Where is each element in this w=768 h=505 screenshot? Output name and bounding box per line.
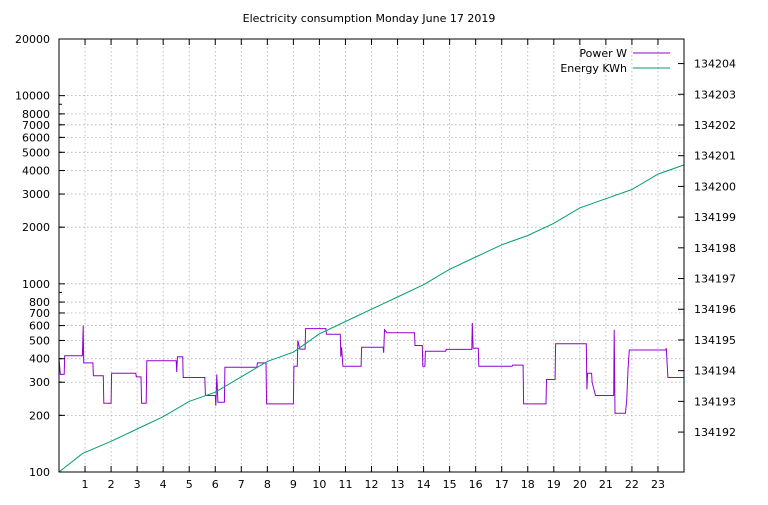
x-tick-label: 9 <box>290 478 297 491</box>
x-tick-label: 3 <box>134 478 141 491</box>
y-tick-label: 500 <box>29 334 50 347</box>
y-tick-label: 20000 <box>15 33 50 46</box>
y2-tick-label: 134192 <box>694 426 736 439</box>
y-tick-label: 2000 <box>22 221 50 234</box>
y2-tick-label: 134197 <box>694 273 736 286</box>
x-tick-label: 12 <box>365 478 379 491</box>
x-tick-label: 11 <box>338 478 352 491</box>
x-tick-label: 16 <box>469 478 483 491</box>
y-tick-label: 3000 <box>22 188 50 201</box>
x-tick-label: 4 <box>160 478 167 491</box>
x-tick-label: 6 <box>212 478 219 491</box>
y2-tick-label: 134198 <box>694 242 736 255</box>
y2-tick-label: 134194 <box>694 365 736 378</box>
y2-tick-label: 134202 <box>694 119 736 132</box>
series-line-energy <box>58 164 685 473</box>
y-tick-label: 1000 <box>22 278 50 291</box>
y-tick-label: 7000 <box>22 119 50 132</box>
x-tick-label: 8 <box>264 478 271 491</box>
x-tick-label: 2 <box>108 478 115 491</box>
axes-layer: 1 2 3 4 5 6 7 8 9 10 11 12 13 14 15 16 17 18 19 20 21 22 23100… <box>15 33 736 491</box>
y-tick-label: 5000 <box>22 146 50 159</box>
chart-title: Electricity consumption Monday June 17 2… <box>243 12 496 25</box>
y-tick-label: 300 <box>29 376 50 389</box>
y-tick-label: 4000 <box>22 165 50 178</box>
y2-tick-label: 134200 <box>694 180 736 193</box>
x-tick-label: 19 <box>547 478 561 491</box>
x-tick-label: 17 <box>495 478 509 491</box>
legend-label: Energy KWh <box>560 62 627 75</box>
y2-tick-label: 134193 <box>694 395 736 408</box>
series-layer <box>58 164 685 473</box>
y-tick-label: 8000 <box>22 108 50 121</box>
y-tick-label: 6000 <box>22 131 50 144</box>
y2-tick-label: 134201 <box>694 150 736 163</box>
y2-tick-label: 134204 <box>694 58 736 71</box>
x-tick-label: 23 <box>651 478 665 491</box>
y-tick-label: 100 <box>29 466 50 479</box>
y2-tick-label: 134195 <box>694 334 736 347</box>
x-tick-label: 21 <box>599 478 613 491</box>
y-tick-label: 200 <box>29 409 50 422</box>
x-tick-label: 15 <box>443 478 457 491</box>
series-line-power <box>58 322 684 414</box>
y2-tick-label: 134203 <box>694 88 736 101</box>
legend-label: Power W <box>579 47 627 60</box>
y-tick-label: 600 <box>29 320 50 333</box>
y-tick-label: 700 <box>29 307 50 320</box>
x-tick-label: 1 <box>82 478 89 491</box>
y2-tick-label: 134196 <box>694 303 736 316</box>
x-tick-label: 5 <box>186 478 193 491</box>
y2-tick-label: 134199 <box>694 211 736 224</box>
x-tick-label: 22 <box>625 478 639 491</box>
y-tick-label: 800 <box>29 296 50 309</box>
legend: Power W Energy KWh <box>560 47 670 75</box>
x-tick-label: 20 <box>573 478 587 491</box>
x-tick-label: 18 <box>521 478 535 491</box>
x-tick-label: 13 <box>391 478 405 491</box>
x-tick-label: 14 <box>417 478 431 491</box>
x-tick-label: 10 <box>312 478 326 491</box>
grid <box>59 38 684 473</box>
y-tick-label: 10000 <box>15 90 50 103</box>
x-tick-label: 7 <box>238 478 245 491</box>
y-tick-label: 400 <box>29 353 50 366</box>
